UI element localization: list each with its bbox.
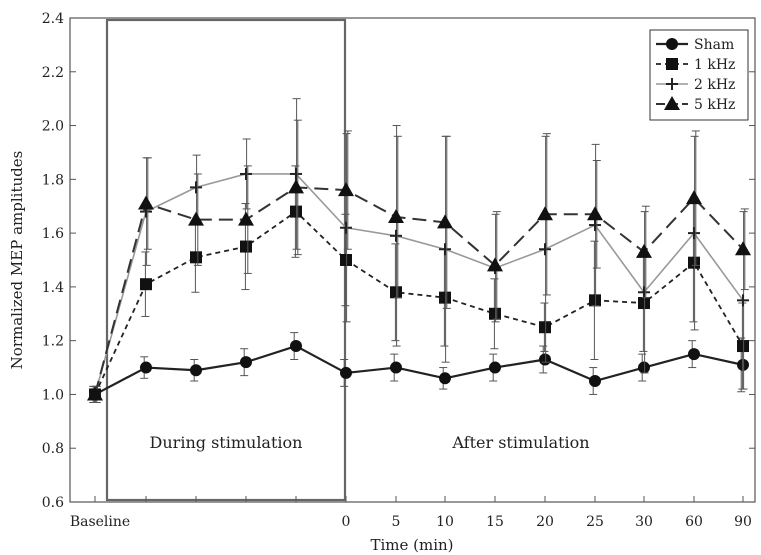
- data-point: [539, 243, 551, 256]
- x-axis-label: Time (min): [370, 536, 453, 554]
- data-point: [390, 361, 402, 374]
- legend-item: 2 kHz: [656, 77, 735, 93]
- data-point: [288, 179, 304, 194]
- data-point: [338, 182, 354, 197]
- y-tick-label: 0.8: [42, 441, 64, 457]
- data-point: [390, 229, 402, 242]
- data-point: [686, 190, 702, 205]
- x-tick-label: 15: [486, 514, 504, 530]
- data-point: [737, 358, 749, 371]
- x-tick-label: Baseline: [70, 514, 130, 530]
- data-point: [138, 195, 154, 210]
- data-point: [140, 361, 152, 374]
- data-point: [439, 291, 451, 304]
- data-point: [735, 241, 751, 256]
- data-point: [487, 257, 503, 272]
- legend-marker: [666, 58, 678, 70]
- y-tick-label: 1.4: [42, 280, 64, 296]
- legend-marker: [664, 96, 680, 110]
- legend-item: 5 kHz: [656, 96, 735, 113]
- legend-label: 1 kHz: [694, 57, 735, 73]
- series-2-khz: [89, 98, 749, 404]
- y-tick-label: 1.2: [42, 334, 64, 350]
- data-point: [140, 278, 152, 291]
- data-point: [439, 243, 451, 256]
- series-5-khz: [87, 119, 751, 404]
- data-point: [737, 294, 749, 307]
- data-point: [188, 211, 204, 226]
- x-tick-label: 5: [392, 514, 401, 530]
- data-point: [688, 256, 700, 269]
- y-axis-label: Normalized MEP amplitudes: [8, 151, 26, 370]
- x-tick-label: 25: [586, 514, 604, 530]
- data-point: [290, 167, 302, 180]
- legend-marker: [666, 38, 678, 50]
- data-point: [539, 353, 551, 366]
- data-point: [340, 366, 352, 379]
- data-point: [636, 243, 652, 258]
- data-point: [87, 386, 103, 401]
- data-point: [290, 340, 302, 353]
- data-point: [539, 321, 551, 334]
- data-point: [340, 221, 352, 234]
- x-tick-label: 90: [734, 514, 752, 530]
- stimulation-box: [105, 18, 347, 502]
- data-point: [190, 251, 202, 264]
- data-point: [537, 206, 553, 221]
- series-line: [94, 186, 744, 395]
- data-point: [290, 205, 302, 218]
- x-tick-label: 20: [536, 514, 554, 530]
- region-label-after: After stimulation: [451, 433, 589, 452]
- data-point: [638, 286, 650, 299]
- data-point: [240, 240, 252, 253]
- y-tick-label: 2.4: [42, 11, 64, 27]
- data-point: [688, 348, 700, 361]
- data-point: [489, 361, 501, 374]
- data-point: [190, 364, 202, 377]
- y-tick-label: 1.0: [42, 387, 64, 403]
- y-tick-label: 2.2: [42, 65, 64, 81]
- data-point: [489, 307, 501, 320]
- data-point: [190, 181, 202, 194]
- legend-label: 5 kHz: [694, 97, 735, 113]
- y-tick-label: 1.6: [42, 226, 64, 242]
- data-point: [638, 361, 650, 374]
- data-point: [388, 208, 404, 223]
- data-point: [589, 294, 601, 307]
- x-tick-label: 10: [436, 514, 454, 530]
- x-tick-label: 0: [342, 514, 351, 530]
- x-tick-label: 60: [685, 514, 703, 530]
- data-point: [240, 356, 252, 369]
- plot-frame: [69, 17, 756, 503]
- data-point: [587, 206, 603, 221]
- data-point: [638, 297, 650, 310]
- series-sham: [89, 332, 749, 404]
- data-point: [589, 375, 601, 387]
- legend-label: 2 kHz: [694, 77, 735, 93]
- data-point: [238, 211, 254, 226]
- series-line: [94, 210, 744, 395]
- series-1-khz: [89, 165, 749, 404]
- data-point: [737, 340, 749, 353]
- legend-item: Sham: [656, 37, 734, 53]
- data-point: [240, 167, 252, 180]
- y-tick-label: 1.8: [42, 172, 64, 188]
- data-point: [589, 219, 601, 232]
- x-tick-label: 30: [635, 514, 653, 530]
- data-point: [688, 227, 700, 240]
- data-point: [340, 254, 352, 266]
- y-tick-label: 0.6: [42, 495, 64, 511]
- data-point: [439, 372, 451, 385]
- legend-label: Sham: [694, 37, 734, 53]
- y-tick-label: 2.0: [42, 119, 64, 135]
- data-point: [390, 286, 402, 299]
- data-point: [437, 214, 453, 229]
- series-line: [94, 173, 744, 395]
- legend-item: 1 kHz: [656, 57, 735, 73]
- series-line: [94, 344, 744, 396]
- legend-marker: [666, 78, 678, 90]
- region-label-during: During stimulation: [150, 433, 303, 452]
